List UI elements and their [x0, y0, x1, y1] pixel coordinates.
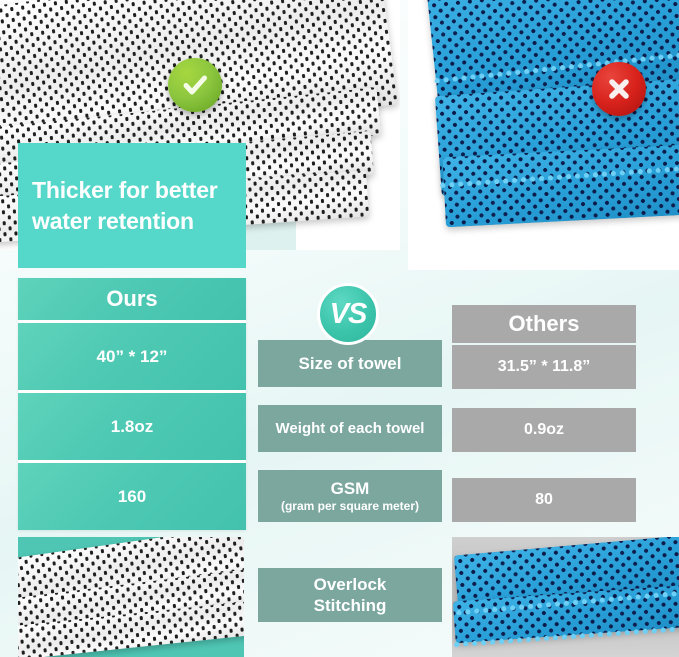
others-value-gsm: 80 — [452, 478, 636, 522]
others-value-size: 31.5” * 11.8” — [452, 345, 636, 389]
label-text: Size of towel — [298, 353, 402, 373]
label-text: GSM — [330, 479, 370, 499]
photo-blue-towel-folded — [408, 0, 679, 270]
vs-badge: VS — [317, 283, 379, 345]
label-text: Weight of each towel — [275, 419, 425, 437]
ours-header: Ours — [18, 278, 246, 320]
others-header: Others — [452, 305, 636, 343]
label-text-line-1: Overlock — [313, 574, 387, 594]
label-overlock-stitching: Overlock Stitching — [258, 568, 442, 622]
label-subtext: (gram per square meter) — [280, 498, 420, 513]
label-text-line-2: Stitching — [313, 596, 387, 615]
label-gsm: GSM (gram per square meter) — [258, 470, 442, 522]
cross-circle-icon — [592, 62, 646, 116]
headline-line-1: Thicker for better — [32, 177, 218, 204]
ours-value-size: 40” * 12” — [18, 323, 246, 390]
vs-label: VS — [329, 297, 368, 330]
ours-value-gsm: 160 — [18, 463, 246, 530]
ours-column: Ours 40” * 12” 1.8oz 160 — [18, 278, 246, 530]
headline-banner: Thicker for better water retention — [18, 143, 246, 268]
photo-white-towel-overlock — [18, 537, 244, 657]
headline-line-2: water retention — [32, 207, 194, 234]
label-weight-of-each-towel: Weight of each towel — [258, 405, 442, 452]
photo-blue-towel-overlock — [452, 537, 679, 657]
ours-value-weight: 1.8oz — [18, 393, 246, 460]
check-circle-icon — [168, 58, 222, 112]
others-value-weight: 0.9oz — [452, 408, 636, 452]
label-size-of-towel: Size of towel — [258, 340, 442, 387]
